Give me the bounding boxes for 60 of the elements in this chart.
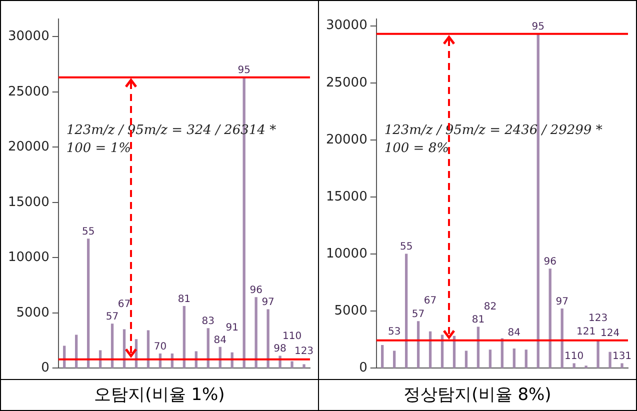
- y-tick-label: 0: [359, 360, 368, 376]
- y-tick-label: 30000: [8, 29, 50, 44]
- x-tick-label: 131: [612, 351, 632, 362]
- bar: [464, 350, 468, 368]
- bar: [608, 352, 612, 368]
- x-tick-label: 67: [424, 295, 437, 306]
- category-label: 70: [154, 341, 167, 352]
- category-label: 95: [238, 65, 250, 76]
- bar: [381, 345, 384, 368]
- bar: [572, 363, 576, 368]
- bar: [302, 364, 306, 368]
- bar: [86, 238, 90, 368]
- annotation: 123m/z / 95m/z = 2436 / 29299 * 100 = 8%: [384, 123, 603, 156]
- x-tick-label: 53: [388, 326, 401, 338]
- y-tick-label: 30000: [326, 18, 368, 34]
- bar: [548, 268, 552, 368]
- bar: [254, 297, 258, 368]
- category-label: 83: [202, 316, 215, 328]
- category-label: 84: [214, 334, 226, 346]
- category-label: 91: [226, 322, 238, 334]
- y-tick-label: 10000: [326, 246, 368, 262]
- bar: [393, 350, 396, 368]
- category-label: 55: [82, 226, 95, 238]
- bar: [110, 324, 114, 368]
- bar: [404, 254, 408, 368]
- bar: [536, 34, 540, 368]
- bar: [182, 306, 186, 368]
- bar: [620, 363, 624, 368]
- bar: [512, 348, 516, 368]
- bar: [488, 350, 492, 368]
- x-tick-label: 81: [472, 314, 485, 326]
- x-tick-label: 121: [576, 326, 596, 338]
- y-tick-label: 15000: [8, 194, 50, 210]
- y-tick-label: 10000: [8, 250, 50, 266]
- bar: [560, 308, 564, 368]
- bar: [266, 309, 270, 368]
- y-tick-label: 5000: [16, 305, 50, 320]
- bar: [596, 340, 600, 368]
- category-label: 98: [274, 344, 286, 355]
- x-tick-label: 124: [600, 328, 620, 339]
- x-tick-label: 57: [412, 309, 425, 320]
- text: 오탐지(비율 1%): [1, 379, 318, 411]
- y-tick-label: 5000: [334, 304, 368, 319]
- annotation: 123m/z / 95m/z = 324 / 26314 * 100 = 1%: [66, 123, 277, 156]
- bar: [290, 361, 294, 368]
- y-tick-label: 0: [41, 360, 50, 376]
- text: 정상탐지(비율 8%): [319, 379, 636, 411]
- x-tick-label: 84: [508, 327, 521, 338]
- bar: [416, 321, 420, 368]
- y-tick-label: 20000: [8, 140, 50, 155]
- y-tick-label: 15000: [326, 189, 368, 204]
- y-tick-label: 25000: [8, 84, 50, 100]
- x-tick-label: 123: [588, 312, 608, 324]
- x-tick-label: 97: [556, 296, 568, 308]
- y-tick-label: 20000: [326, 132, 368, 148]
- bar: [524, 350, 528, 368]
- category-label: 96: [250, 285, 262, 296]
- y-tick-label: 25000: [326, 75, 368, 90]
- bar: [584, 366, 588, 368]
- x-tick-label: 82: [484, 302, 497, 313]
